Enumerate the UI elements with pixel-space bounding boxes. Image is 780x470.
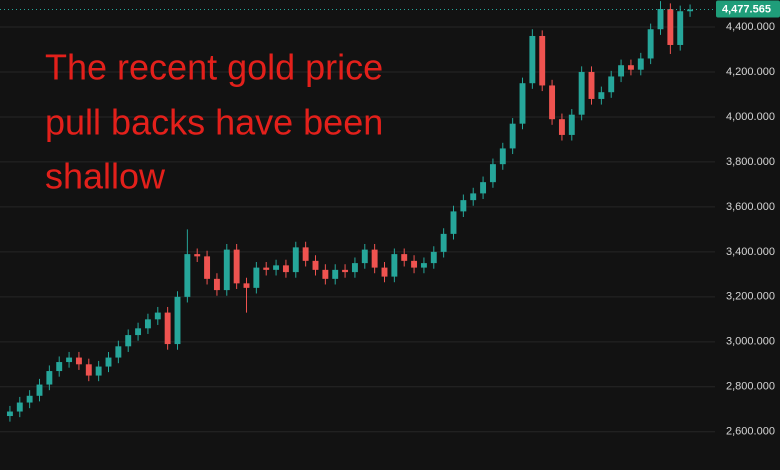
annotation: shallow [45,156,166,197]
y-tick-label: 2,800.000 [726,381,775,393]
candle-body [243,283,250,288]
candles [6,1,694,422]
candle-body [322,269,329,279]
candle-body [26,395,33,403]
candle-body [371,249,378,268]
candle-body [470,193,477,201]
candle-body [361,249,368,264]
candle-body [302,247,309,261]
candle-body [440,233,447,252]
candle-body [95,366,102,376]
candle-body [677,11,684,45]
candle-body [164,312,171,345]
candle-body [213,278,220,291]
candle-body [342,269,349,273]
candle-body [233,249,240,284]
y-tick-label: 3,000.000 [726,336,775,348]
candle-body [539,35,546,86]
candle-body [578,71,585,115]
candle-body [657,8,664,30]
candle-body [568,114,575,135]
y-tick-label: 3,400.000 [726,246,775,258]
grid [0,26,715,433]
candle-body [16,402,23,412]
candle-body [144,319,151,329]
candle-body [509,123,516,149]
candle-body [618,65,625,77]
candle-body [204,256,211,279]
candle-body [332,269,339,279]
annotation: The recent gold price [45,47,383,88]
y-tick-label: 4,000.000 [726,111,775,123]
candle-body [223,249,230,291]
y-tick-label: 4,400.000 [726,21,775,33]
candle-body [411,260,418,268]
candle-body [598,92,605,99]
candle-body [66,357,73,363]
candle-body [608,76,615,93]
candle-body [647,29,654,59]
candle-body [253,267,260,288]
candle-body [489,164,496,183]
candle-body [430,251,437,264]
candle-body [46,371,53,385]
candle-body [282,265,289,273]
candle-body [105,357,112,367]
candle-body [499,148,506,165]
candle-body [519,83,526,124]
y-tick-label: 3,200.000 [726,291,775,303]
y-tick-label: 2,600.000 [726,426,775,438]
y-axis: 2,600.000 2,800.000 3,000.000 3,200.000 3,40… [0,0,780,438]
candle-body [450,211,457,234]
candle-body [391,254,398,277]
candle-body [529,35,536,84]
candle-body [85,364,92,376]
candle-body [135,328,142,336]
y-tick-label: 4,200.000 [726,66,775,78]
candle-body [549,85,556,120]
candle-body [588,71,595,99]
candle-body [75,357,82,365]
candle-body [460,200,467,212]
candle-body [115,346,122,358]
candle-body [273,265,280,270]
candle-body [637,58,644,70]
candle-body [184,254,191,297]
candle-body [125,335,132,347]
candle-body [558,119,565,135]
candle-body [667,8,674,45]
candle-body [420,263,427,268]
y-tick-label: 3,600.000 [726,201,775,213]
candle-body [627,65,634,70]
candle-body [292,247,299,273]
last-price-label: 4,477.565 [722,3,771,15]
candle-body [312,260,319,270]
candle-body [56,362,63,372]
candle-body [401,254,408,261]
candle-body [687,9,694,12]
candle-body [480,182,487,194]
last-price-tag [716,0,780,18]
candle-body [194,254,201,257]
annotation: pull backs have been [45,102,383,143]
candle-body [6,411,13,417]
candle-body [263,267,270,270]
candle-body [351,263,358,273]
candle-body [174,296,181,345]
candle-body [154,312,161,320]
candle-body [36,384,43,396]
candle-body [381,267,388,277]
y-tick-label: 3,800.000 [726,156,775,168]
